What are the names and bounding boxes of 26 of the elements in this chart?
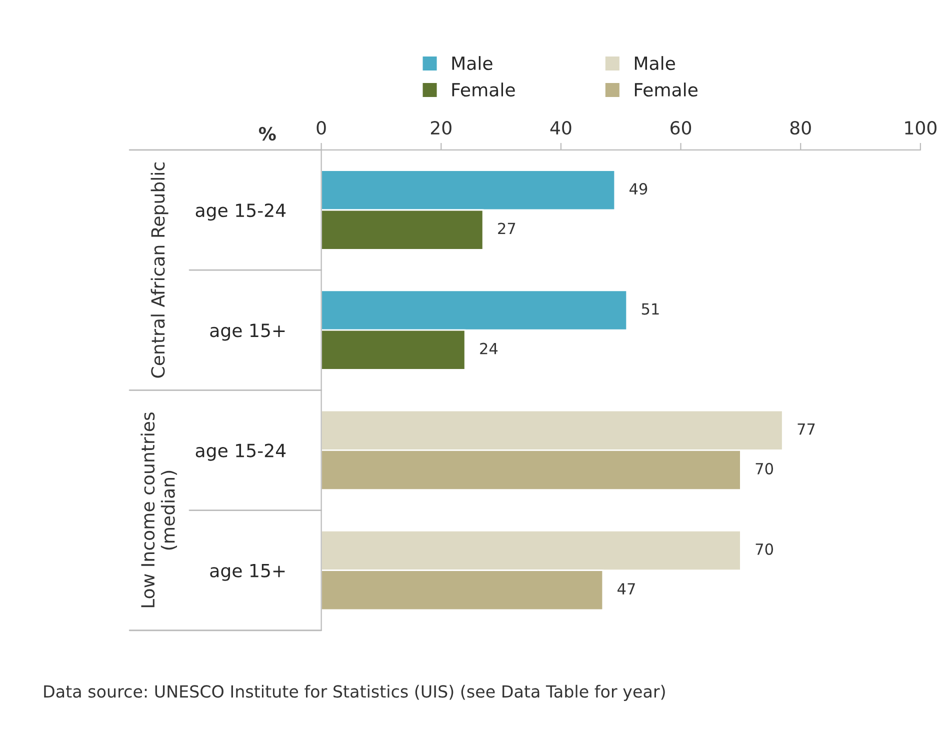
y-tick-label: age 15+ <box>210 564 285 581</box>
legend-label: Male <box>634 56 675 70</box>
data-label: 47 <box>618 583 635 594</box>
legend-label: Female <box>452 82 515 97</box>
x-tick-label: 40 <box>550 120 572 135</box>
data-label: 24 <box>480 342 498 354</box>
y-tick-label: age 15-24 <box>196 203 286 221</box>
x-tick-label: 0 <box>316 120 326 135</box>
source-note: Data source: UNESCO Institute for Statistics (UIS) (see Data Table for year) <box>44 684 665 701</box>
y-tick-label: age 15-24 <box>196 444 286 461</box>
text: Central African Republic <box>150 162 168 378</box>
data-label: 70 <box>756 543 774 555</box>
x-tick-label: 60 <box>670 120 692 135</box>
data-label: 70 <box>756 462 774 474</box>
data-label: 49 <box>630 183 648 195</box>
text: Low Income countries (median) <box>140 412 178 608</box>
legend-label: Male <box>452 56 492 70</box>
x-axis-title: % <box>258 126 276 141</box>
data-label: 51 <box>642 303 659 315</box>
y-tick-label: age 15+ <box>210 324 285 341</box>
data-label: 77 <box>798 423 815 435</box>
data-label: 27 <box>498 222 516 234</box>
x-tick-label: 20 <box>430 120 452 135</box>
legend-label: Female <box>634 82 698 97</box>
x-tick-label: 100 <box>905 120 936 135</box>
x-tick-label: 80 <box>790 120 811 135</box>
